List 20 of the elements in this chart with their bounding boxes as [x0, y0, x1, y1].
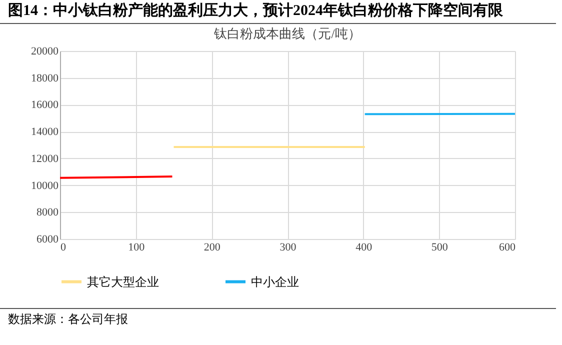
y-tick-label: 18000: [31, 72, 59, 84]
source-note: 数据来源：各公司年报: [0, 308, 556, 330]
y-tick-label: 16000: [31, 99, 59, 112]
y-tick-label: 20000: [31, 46, 59, 58]
chart-subtitle: 钛白粉成本曲线（元/吨）: [213, 26, 361, 41]
x-tick-label: 500: [431, 242, 448, 254]
x-tick-label: 0: [60, 242, 66, 254]
x-tick-label: 600: [499, 242, 516, 254]
y-tick-label: 12000: [31, 152, 59, 165]
legend-label: 中小企业: [251, 274, 299, 289]
y-tick-label: 14000: [31, 126, 59, 138]
y-tick-label: 6000: [36, 234, 59, 246]
y-tick-label: 8000: [36, 206, 59, 219]
y-tick-label: 10000: [31, 180, 59, 192]
x-tick-label: 400: [356, 242, 373, 254]
chart-title: 图14：中小钛白粉产能的盈利压力大，预计2024年钛白粉价格下降空间有限: [0, 0, 556, 24]
legend-label: 其它大型企业: [87, 274, 159, 289]
x-tick-label: 200: [204, 242, 221, 254]
x-tick-label: 300: [280, 242, 297, 254]
x-tick-label: 100: [128, 242, 146, 254]
